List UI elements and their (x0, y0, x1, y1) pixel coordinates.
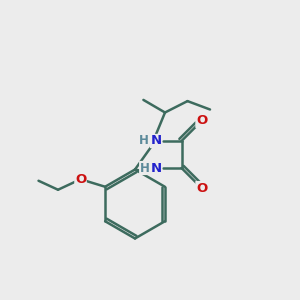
Text: N: N (150, 134, 162, 148)
Text: H: H (139, 134, 148, 148)
Text: N: N (150, 161, 162, 175)
Text: O: O (196, 182, 207, 195)
Text: H: H (140, 161, 149, 175)
Text: O: O (75, 173, 86, 186)
Text: O: O (196, 114, 207, 128)
